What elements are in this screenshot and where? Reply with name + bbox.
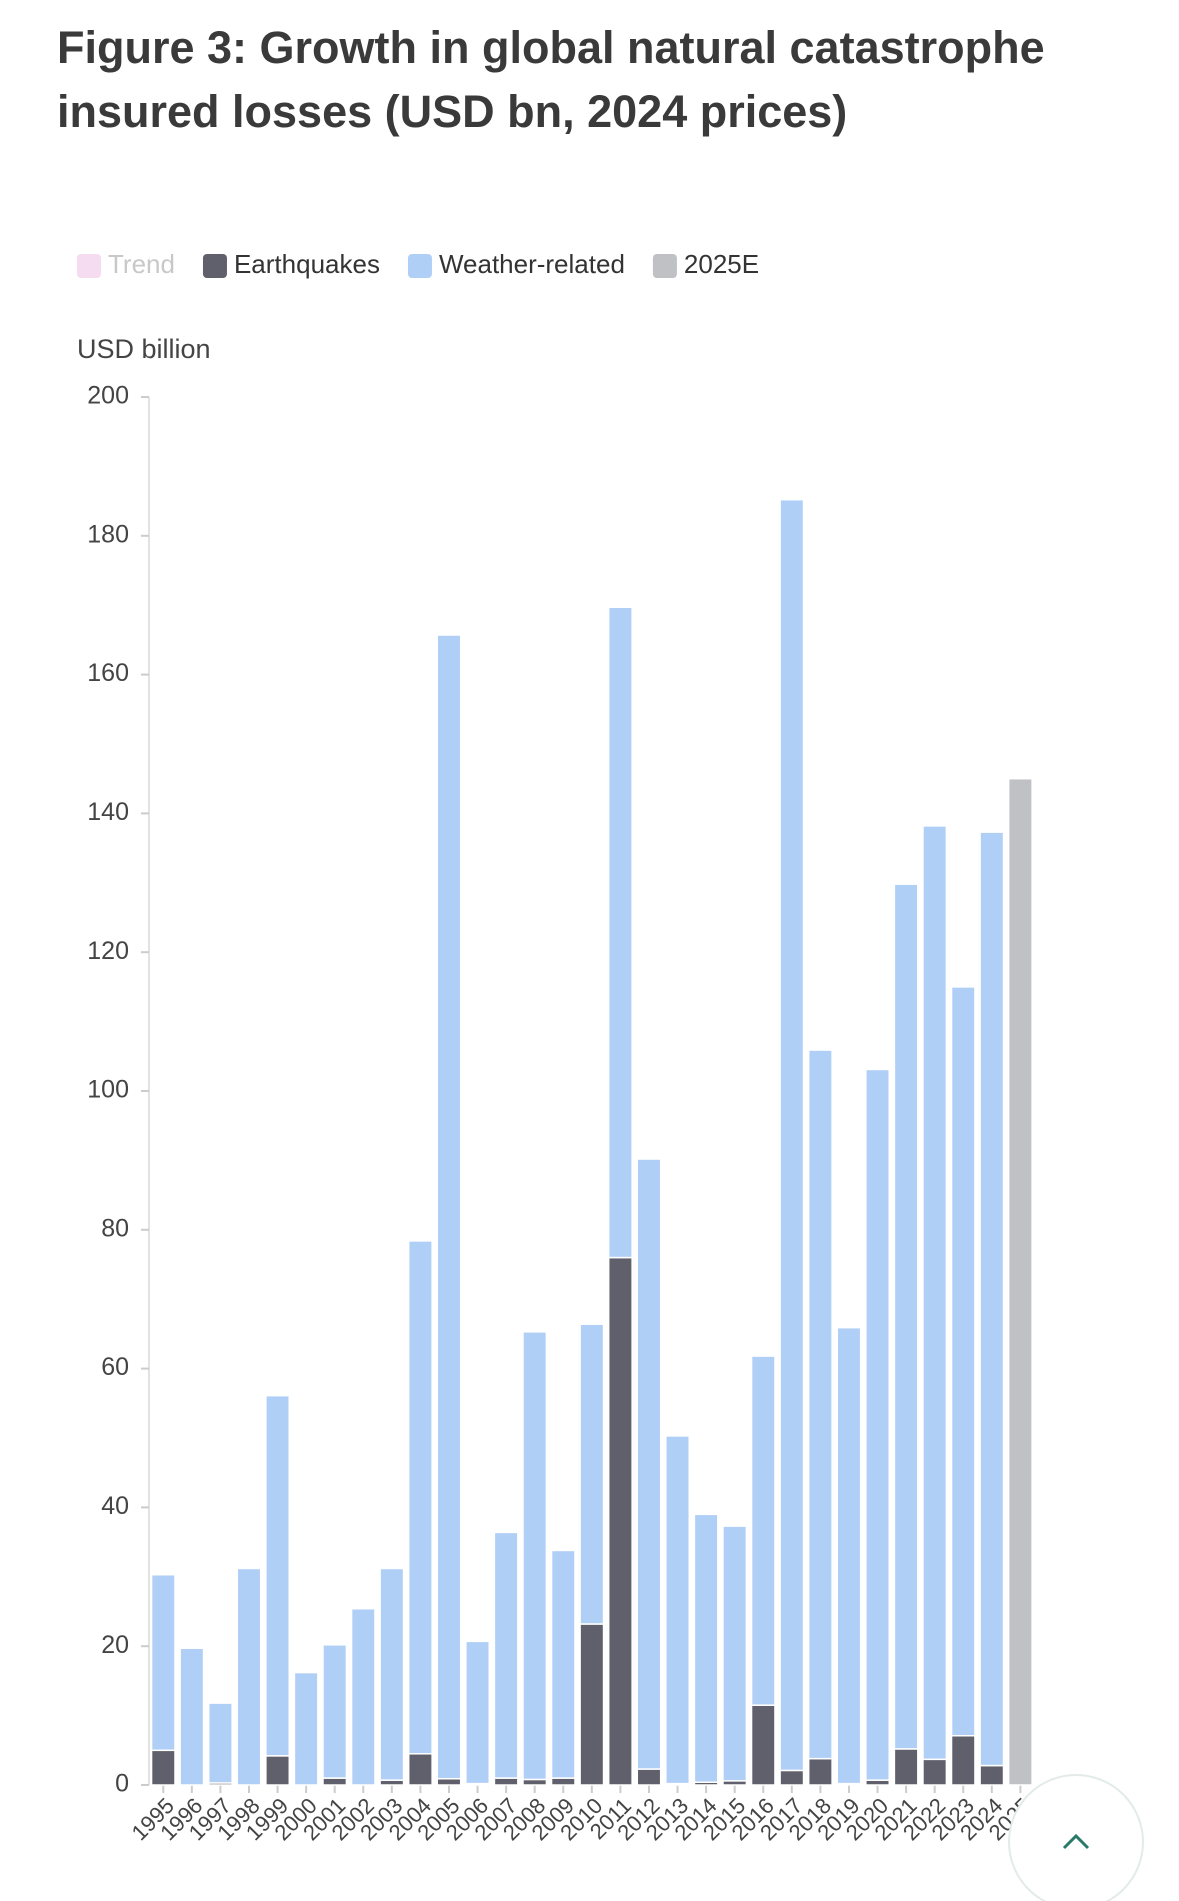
bar-segment — [807, 1049, 833, 1760]
bar-segment — [665, 1435, 691, 1785]
chevron-icon[interactable] — [1062, 1833, 1090, 1850]
bar-segment — [836, 1326, 862, 1785]
legend-swatch — [77, 254, 101, 278]
bar-segment — [950, 986, 976, 1737]
y-tick-label: 160 — [87, 659, 129, 687]
legend-label: Trend — [108, 249, 175, 279]
bar-segment — [265, 1755, 291, 1786]
bar-segment — [265, 1394, 291, 1757]
legend-label: 2025E — [684, 249, 759, 279]
bar-segment — [693, 1513, 719, 1783]
y-tick-label: 140 — [87, 798, 129, 826]
bar-segment — [950, 1734, 976, 1786]
bar-segment — [550, 1549, 576, 1779]
bar-segment — [407, 1753, 433, 1786]
bar-segment — [750, 1355, 776, 1706]
bar-segment — [179, 1647, 205, 1786]
bar-segment — [779, 498, 805, 1772]
bar-segment — [607, 606, 633, 1259]
y-tick-label: 20 — [101, 1631, 129, 1659]
bar-segment — [522, 1778, 548, 1786]
legend-swatch — [407, 254, 432, 278]
bar-segment — [722, 1525, 748, 1782]
y-axis-label: USD billion — [77, 334, 211, 364]
bar-segment — [322, 1644, 348, 1779]
bar-segment — [550, 1777, 576, 1786]
y-tick-label: 180 — [87, 520, 129, 548]
bar-segment — [636, 1158, 662, 1770]
bar-segment — [607, 1256, 633, 1786]
bar-segment — [379, 1567, 405, 1781]
scroll-top-button[interactable] — [1008, 1774, 1144, 1901]
bar-segment — [1007, 777, 1033, 1786]
bar-segment — [322, 1777, 348, 1786]
bar-segment — [407, 1240, 433, 1755]
chart-title: Figure 3: Growth in global natural catas… — [57, 22, 1045, 73]
bar-segment — [579, 1323, 605, 1625]
bar-segment — [436, 1778, 462, 1786]
bar-segment — [636, 1768, 662, 1786]
bar-segment — [922, 1758, 948, 1786]
legend-label: Weather-related — [439, 249, 625, 279]
bar-segment — [465, 1640, 491, 1785]
bar-segment — [579, 1623, 605, 1786]
bar-segment — [893, 883, 919, 1750]
y-tick-label: 100 — [87, 1076, 129, 1104]
bar-segment — [436, 634, 462, 1780]
y-tick-label: 40 — [101, 1492, 129, 1520]
y-tick-label: 60 — [101, 1353, 129, 1381]
bar-segment — [979, 1764, 1005, 1786]
bar-segment — [150, 1573, 176, 1752]
legend-swatch — [652, 254, 677, 278]
bar-segment — [350, 1607, 376, 1786]
chart-title: insured losses (USD bn, 2024 prices) — [57, 86, 847, 137]
y-tick-label: 0 — [115, 1770, 129, 1798]
bar-segment — [293, 1671, 319, 1786]
bar-segment — [922, 825, 948, 1761]
bar-segment — [750, 1704, 776, 1786]
bar-segment — [493, 1531, 519, 1779]
bar-segment — [236, 1567, 262, 1786]
legend-label: Earthquakes — [234, 249, 380, 279]
bar-segment — [207, 1702, 233, 1784]
bar-segment — [979, 831, 1005, 1767]
y-tick-label: 200 — [87, 382, 129, 410]
bar-segment — [493, 1777, 519, 1786]
legend-swatch — [202, 254, 227, 278]
bar-segment — [150, 1749, 176, 1786]
bar-segment — [807, 1757, 833, 1786]
bar-segment — [893, 1748, 919, 1786]
bar-segment — [522, 1331, 548, 1781]
bar-segment — [779, 1769, 805, 1786]
y-tick-label: 120 — [87, 937, 129, 965]
y-tick-label: 80 — [101, 1214, 129, 1242]
bar-segment — [865, 1068, 890, 1781]
